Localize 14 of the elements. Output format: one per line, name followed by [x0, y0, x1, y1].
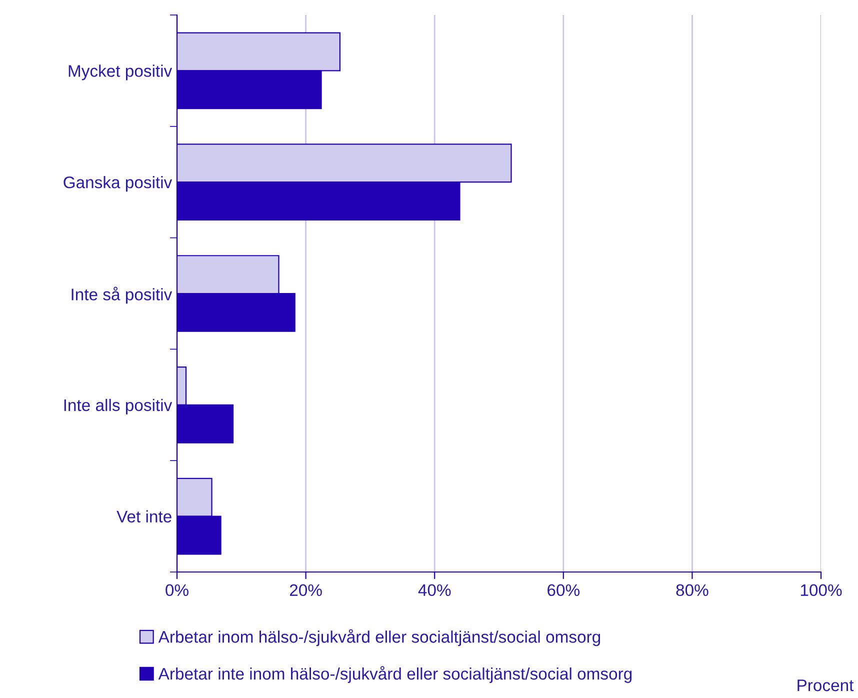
x-tick-label: 20% [290, 584, 322, 596]
y-tick-label: Mycket positiv [68, 64, 172, 80]
x-tick-label: 40% [418, 584, 451, 596]
legend-label: Arbetar inte inom hälso-/sjukvård eller socialtjänst/social omsorg [158, 666, 632, 683]
legend-label: Arbetar inom hälso-/sjukvård eller socialtjänst/social omsorg [158, 629, 600, 646]
x-tick-label: 60% [548, 584, 580, 596]
y-tick-label: Inte alls positiv [64, 398, 172, 414]
y-tick-label: Inte så positiv [72, 286, 172, 304]
y-tick-label: Vet inte [116, 510, 172, 523]
x-tick-label: 80% [676, 584, 708, 596]
x-tick-label: 0% [166, 584, 188, 596]
x-tick-label: 100% [800, 584, 842, 596]
text: Procent [798, 680, 854, 692]
y-tick-label: Ganska positiv [64, 176, 172, 192]
